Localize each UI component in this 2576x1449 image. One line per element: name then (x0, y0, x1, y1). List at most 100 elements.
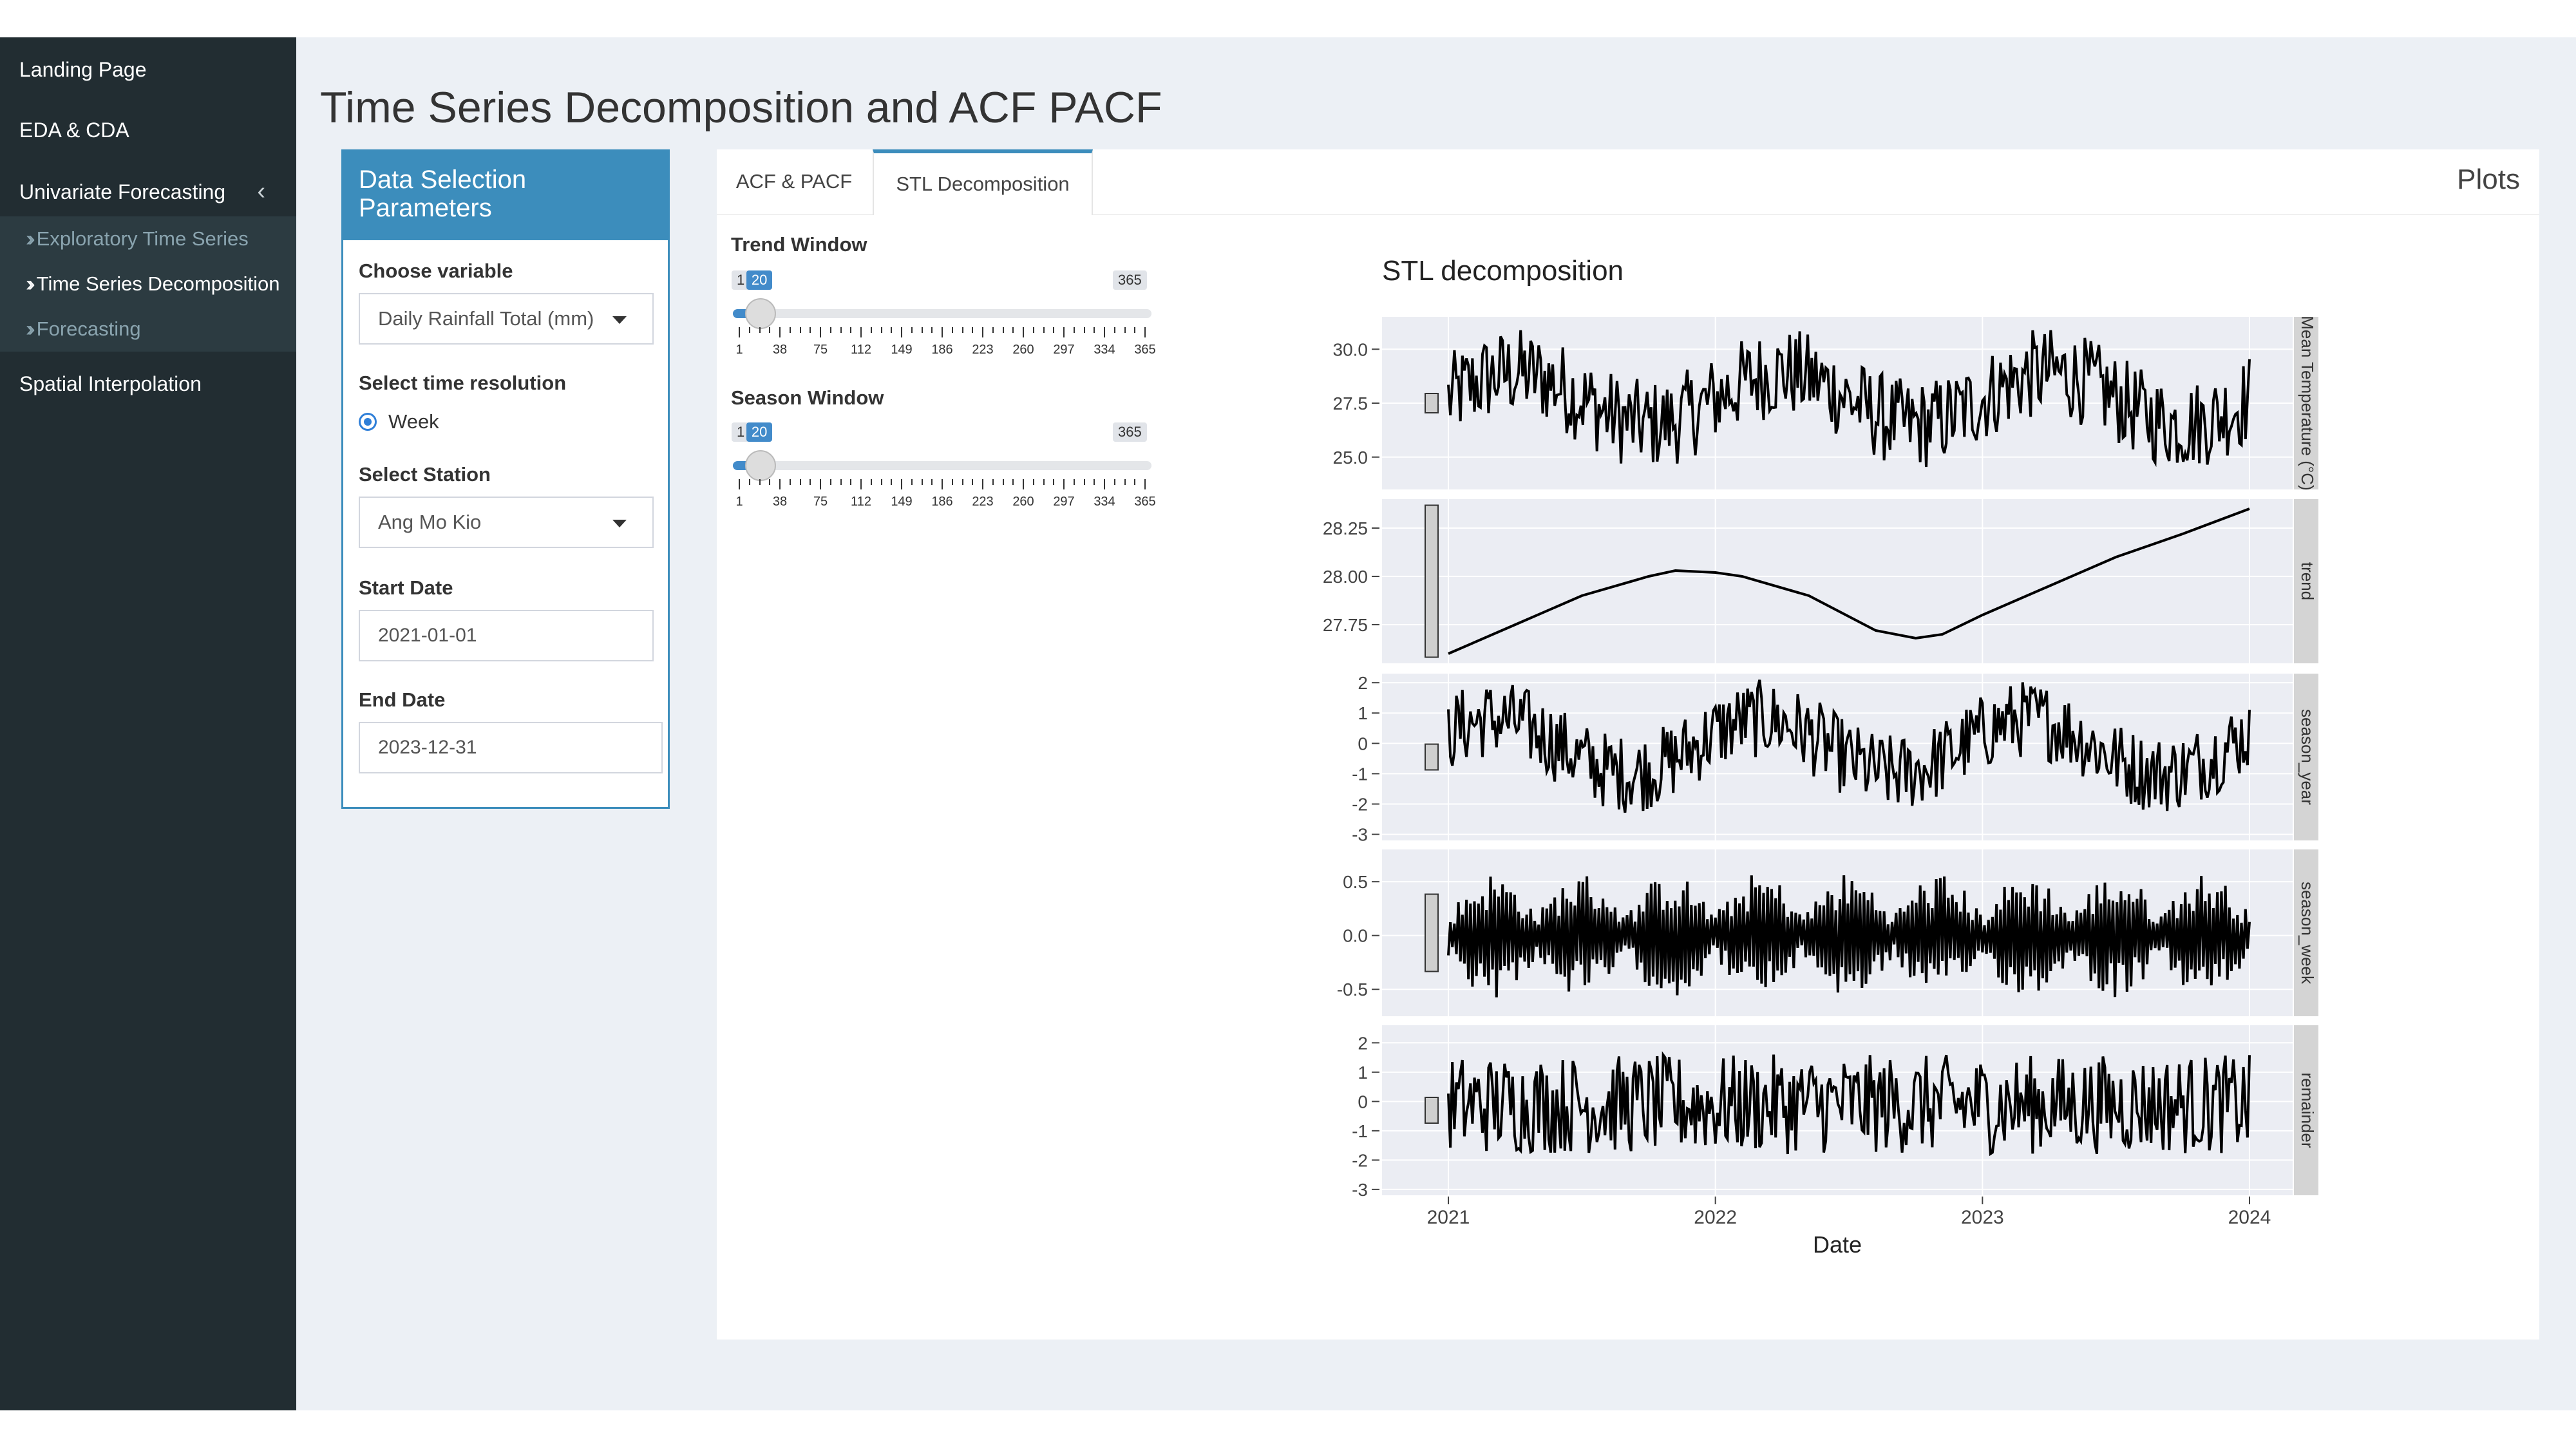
slider-minor-tick (799, 327, 801, 333)
station-value: Ang Mo Kio (378, 511, 482, 533)
slider-minor-tick (1043, 327, 1045, 333)
slider-tick-label: 38 (772, 343, 788, 357)
end-date-input[interactable] (359, 722, 663, 773)
slider-handle[interactable] (744, 450, 776, 481)
slider-track (733, 461, 1151, 470)
x-axis-label: Date (1813, 1231, 1862, 1258)
slider-minor-tick (748, 479, 750, 485)
y-tick-label: 1 (1358, 703, 1368, 723)
slider-minor-tick (921, 327, 923, 333)
sidebar-item-univariate-forecasting[interactable]: Univariate Forecasting ‹ (0, 161, 296, 223)
y-tick-label: -2 (1352, 1150, 1368, 1170)
panel-background (1382, 1025, 2293, 1195)
slider-tick-label: 75 (813, 495, 828, 509)
slider-tick-label: 38 (772, 495, 788, 509)
slider-tick-label: 334 (1094, 495, 1115, 509)
tab-stl-decomposition[interactable]: STL Decomposition (873, 149, 1093, 215)
panel-strip (2294, 499, 2318, 663)
range-bar (1425, 743, 1439, 771)
slider-tick-label: 365 (1134, 495, 1156, 509)
subitem-label: Forecasting (36, 317, 141, 340)
tab-acf-pacf[interactable]: ACF & PACF (717, 149, 871, 214)
data-selection-box: Data Selection Parameters Choose variabl… (341, 149, 670, 809)
slider-tick-label: 297 (1053, 343, 1075, 357)
panel-strip-label: trend (2298, 562, 2317, 600)
sidebar-item-landing-page[interactable]: Landing Page (0, 39, 296, 100)
slider-tick (860, 479, 862, 489)
slider-track (733, 309, 1151, 318)
subitem-time-series-decomposition[interactable]: ›› Time Series Decomposition (0, 261, 296, 307)
panel-strip (2294, 1025, 2318, 1195)
slider-minor-tick (921, 479, 923, 485)
resolution-option-week[interactable]: Week (359, 410, 439, 433)
slider-minor-tick (810, 327, 811, 333)
slider-minor-tick (840, 327, 842, 333)
slider-minor-tick (810, 479, 811, 485)
tab-bar: ACF & PACF STL Decomposition Plots (717, 149, 2539, 215)
slider-tick-label: 149 (891, 343, 913, 357)
slider-minor-tick (1083, 327, 1085, 333)
y-tick-label: 2 (1358, 1033, 1368, 1053)
slider-tick-label: 75 (813, 343, 828, 357)
start-date-input[interactable] (359, 610, 654, 661)
submenu: ›› Exploratory Time Series ›› Time Series … (0, 216, 296, 352)
x-tick-label: 2022 (1694, 1207, 1737, 1228)
slider-minor-tick (891, 327, 893, 333)
season-window-label: Season Window (731, 386, 884, 409)
slider-minor-tick (1113, 479, 1115, 485)
sidebar-item-label: Landing Page (19, 57, 147, 81)
slider-minor-tick (972, 479, 974, 485)
sidebar-item-spatial-interpolation[interactable]: Spatial Interpolation (0, 353, 296, 415)
slider-minor-tick (951, 479, 953, 485)
y-tick-label: 0 (1358, 734, 1368, 753)
y-tick-label: 0.0 (1343, 926, 1368, 946)
slider-minor-tick (1073, 479, 1075, 485)
y-tick-label: 27.5 (1333, 393, 1368, 413)
chart-title: STL decomposition (1382, 255, 1624, 287)
y-tick-label: 2 (1358, 673, 1368, 693)
y-tick-label: 28.00 (1323, 567, 1368, 587)
panel-strip (2294, 317, 2318, 489)
sidebar-item-eda-cda[interactable]: EDA & CDA (0, 99, 296, 161)
slider-tick (1063, 479, 1065, 489)
slider-minor-tick (829, 327, 831, 333)
slider-minor-tick (1002, 327, 1004, 333)
slider-tick (779, 479, 781, 489)
slider-handle[interactable] (744, 298, 776, 329)
slider-tick (1144, 327, 1146, 337)
y-tick-label: 1 (1358, 1063, 1368, 1083)
slider-minor-tick (972, 327, 974, 333)
slider-minor-tick (1083, 479, 1085, 485)
slider-tick (901, 327, 902, 337)
slider-minor-tick (1012, 479, 1014, 485)
slider-tick (982, 479, 983, 489)
tab-label: STL Decomposition (896, 173, 1070, 195)
y-tick-label: -1 (1352, 1121, 1368, 1141)
radio-selected-icon[interactable] (359, 413, 377, 431)
slider-tick (1023, 479, 1024, 489)
slider-tick-label: 186 (931, 343, 953, 357)
sidebar-item-label: Univariate Forecasting (19, 180, 226, 204)
y-tick-label: 28.25 (1323, 518, 1368, 538)
variable-select[interactable]: Daily Rainfall Total (mm) (359, 293, 654, 345)
y-tick-label: 0 (1358, 1092, 1368, 1112)
slider-tick-label: 260 (1012, 343, 1034, 357)
y-tick-label: 30.0 (1333, 339, 1368, 359)
station-select[interactable]: Ang Mo Kio (359, 497, 654, 548)
x-tick-label: 2024 (2228, 1207, 2271, 1228)
box-header: Data Selection Parameters (343, 151, 668, 240)
panel-strip-label: remainder (2298, 1072, 2317, 1148)
end-date-label: End Date (359, 688, 446, 711)
chevron-left-icon: ‹ (257, 178, 265, 205)
slider-minor-tick (769, 327, 771, 333)
series-line (1447, 330, 2251, 468)
subitem-forecasting[interactable]: ›› Forecasting (0, 307, 296, 352)
series-line (1447, 679, 2251, 813)
y-tick-label: -1 (1352, 764, 1368, 784)
subitem-exploratory-time-series[interactable]: ›› Exploratory Time Series (0, 216, 296, 261)
slider-minor-tick (789, 479, 791, 485)
variable-value: Daily Rainfall Total (mm) (378, 307, 594, 330)
trend-window-label: Trend Window (731, 233, 867, 256)
slider-tick (982, 327, 983, 337)
